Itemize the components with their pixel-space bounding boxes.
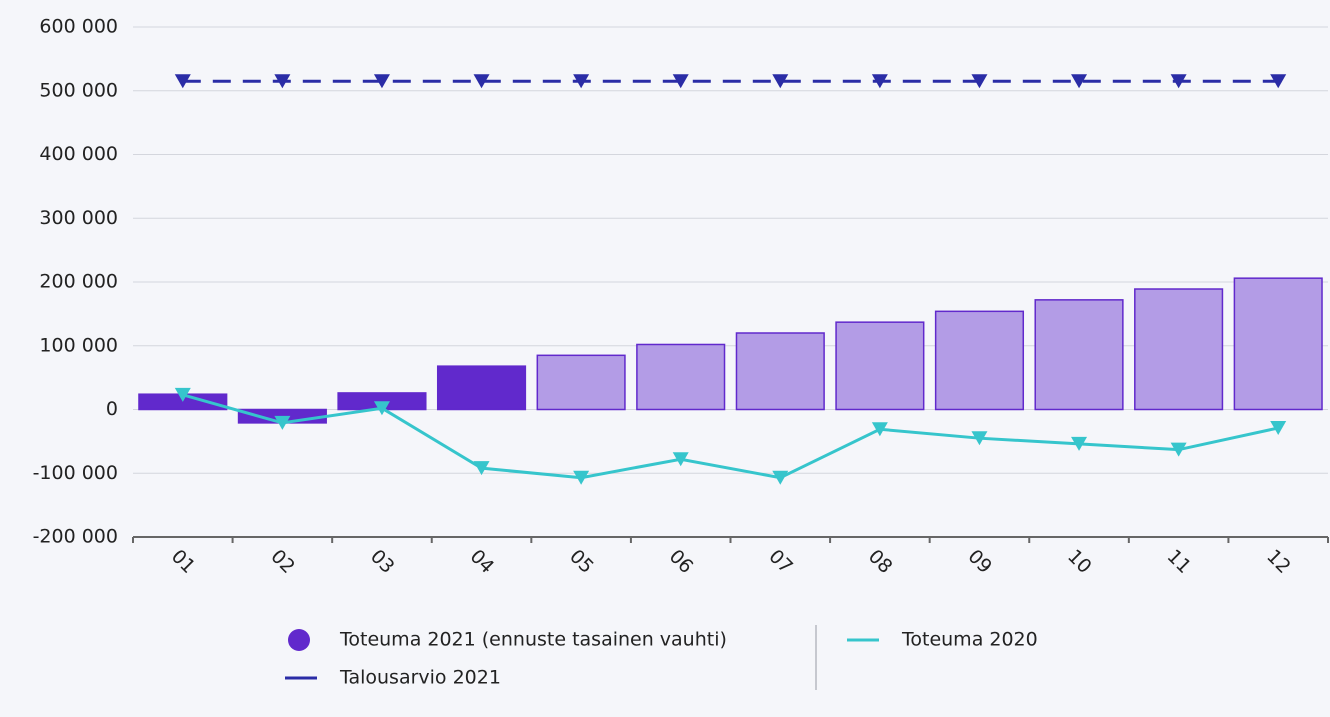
x-tick-label: 05 (565, 545, 598, 578)
point (1270, 420, 1287, 435)
point (473, 74, 490, 89)
bar (1233, 277, 1323, 411)
bar (934, 310, 1025, 411)
bar (1134, 288, 1224, 411)
point (274, 74, 291, 89)
x-tick-label: 10 (1063, 545, 1096, 578)
point (871, 422, 888, 437)
point (672, 74, 689, 89)
bar (1034, 299, 1124, 411)
point (971, 431, 988, 446)
y-tick-label: 100 000 (39, 334, 118, 356)
point (473, 461, 490, 476)
point (871, 74, 888, 89)
point (174, 74, 191, 89)
point (1270, 74, 1287, 89)
bar (536, 354, 626, 411)
legend-label: Toteuma 2020 (901, 629, 1038, 651)
bar (835, 321, 925, 411)
point (573, 470, 590, 485)
x-tick-label: 01 (167, 545, 200, 578)
y-tick-label: 200 000 (39, 271, 118, 293)
x-tick-label: 04 (466, 545, 499, 578)
point (573, 74, 590, 89)
y-tick-label: 0 (106, 398, 118, 420)
point (373, 74, 390, 89)
y-tick-label: -200 000 (33, 526, 118, 548)
point (373, 401, 390, 416)
bar (436, 365, 527, 411)
y-tick-label: 300 000 (39, 207, 118, 229)
legend-label: Toteuma 2021 (ennuste tasainen vauhti) (339, 629, 727, 651)
point (672, 452, 689, 467)
x-tick-label: 09 (963, 545, 996, 578)
x-tick-label: 06 (665, 545, 698, 578)
line (182, 393, 1279, 480)
legend-marker (288, 629, 310, 651)
point (1170, 442, 1187, 457)
x-tick-label: 12 (1262, 545, 1295, 578)
point (1170, 74, 1187, 89)
x-tick-label: 03 (366, 545, 399, 578)
x-tick-label: 11 (1163, 545, 1196, 578)
y-tick-label: 500 000 (39, 79, 118, 101)
y-tick-label: -100 000 (33, 462, 118, 484)
x-tick-label: 07 (764, 545, 797, 578)
x-tick-label: 08 (864, 545, 897, 578)
bar (735, 332, 825, 411)
point (174, 387, 191, 402)
point (1071, 436, 1088, 451)
point (772, 74, 789, 89)
x-tick-label: 02 (266, 545, 299, 578)
point (274, 415, 291, 430)
point (772, 470, 789, 485)
legend-label: Talousarvio 2021 (339, 667, 501, 689)
point (1071, 74, 1088, 89)
bar (636, 343, 726, 411)
y-tick-label: 400 000 (39, 143, 118, 165)
point (971, 74, 988, 89)
y-tick-label: 600 000 (39, 16, 118, 38)
